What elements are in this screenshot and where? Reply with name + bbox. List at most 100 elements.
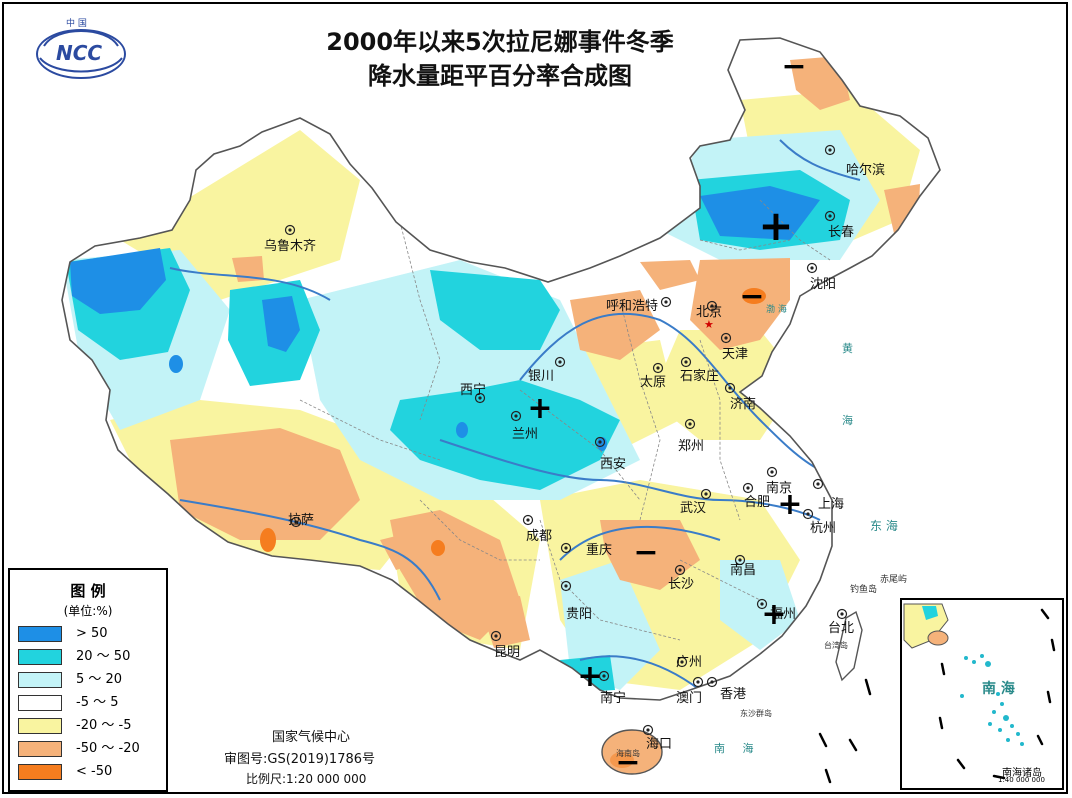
sea-label-yellow-2: 海 (842, 413, 853, 427)
legend-item: > 50 (18, 626, 164, 644)
city-marker: 银川 (528, 356, 566, 384)
city-label: 海口 (646, 737, 672, 752)
city-marker: 南宁 (598, 670, 626, 706)
city-marker: 台北 (828, 608, 854, 636)
city-label: 银川 (528, 369, 554, 384)
city-label: 澳门 (676, 690, 702, 706)
legend-item: 20 ～ 50 (18, 649, 164, 667)
city-marker: 南昌 (730, 554, 756, 578)
city-marker: 成都 (522, 514, 552, 544)
positive-anomaly-mark: + (758, 201, 793, 250)
city-label: 长沙 (668, 577, 694, 592)
positive-anomaly-mark: + (527, 391, 552, 426)
title-line-2: 降水量距平百分率合成图 (368, 62, 632, 90)
city-marker: 兰州 (510, 410, 538, 442)
city-marker: 西安 (594, 436, 626, 472)
island-diaoyu: 钓鱼岛 (850, 583, 877, 595)
city-label: 成都 (526, 529, 552, 544)
legend-label: 5 ～ 20 (76, 672, 123, 687)
legend-title: 图 例 (70, 582, 106, 600)
city-marker: 香港 (706, 676, 746, 702)
city-label: 济南 (730, 396, 756, 412)
legend-item: -20 ～ -5 (18, 718, 164, 736)
city-marker: 太原 (640, 362, 666, 390)
city-marker: 长春 (824, 210, 854, 240)
capital-star-icon: ★ (704, 318, 714, 331)
legend-swatch (18, 649, 62, 665)
city-label: 福州 (770, 607, 796, 622)
legend-swatch (18, 764, 62, 780)
city-label: 武汉 (680, 501, 706, 516)
city-marker: 武汉 (680, 488, 712, 516)
city-marker: 重庆 (560, 542, 612, 558)
legend-item: -5 ～ 5 (18, 695, 164, 713)
positive-anomaly-mark: + (577, 659, 602, 694)
sea-label-bohai: 渤 海 (766, 303, 787, 315)
city-label: 哈尔滨 (846, 162, 885, 178)
negative-anomaly-mark: − (781, 49, 806, 84)
city-label: 杭州 (810, 521, 836, 536)
island-hainan: 海南岛 (616, 748, 640, 758)
legend: 图 例 (单位:%) > 50 20 ～ 50 5 ～ 20 -5 ～ 5 -20 ～ … (8, 568, 168, 792)
credit-review-number: 审图号:GS(2019)1786号 (224, 752, 376, 767)
city-marker: 拉萨 (288, 513, 314, 528)
city-label: 南宁 (600, 690, 626, 706)
island-chiwei: 赤尾屿 (880, 574, 907, 585)
title-line-1: 2000年以来5次拉尼娜事件冬季 (326, 28, 674, 56)
city-marker: 昆明 (490, 630, 520, 660)
credit-scale: 比例尺:1:20 000 000 (246, 772, 367, 786)
positive-anomaly-mark: + (761, 597, 786, 632)
legend-swatch (18, 741, 62, 757)
city-label: 上海 (818, 497, 844, 512)
city-marker: 贵阳 (560, 580, 592, 622)
island-taiwan: 台湾岛 (824, 640, 848, 650)
city-label: 合肥 (744, 495, 770, 510)
south-sea-inset: 南 海 南海诸岛 1:40 000 000 (900, 598, 1064, 790)
city-label: 西宁 (460, 382, 486, 398)
city-label: 石家庄 (680, 368, 719, 384)
city-marker: 福州 (756, 598, 796, 622)
city-marker: 澳门 (676, 676, 704, 706)
city-marker: 呼和浩特 (606, 296, 672, 314)
island-dongsha: 东沙群岛 (740, 708, 772, 718)
logo-text-top: 中 国 (66, 17, 87, 29)
legend-item: 5 ～ 20 (18, 672, 164, 690)
legend-swatch (18, 718, 62, 734)
city-label: 天津 (722, 347, 748, 362)
city-label: 长春 (828, 225, 854, 240)
city-marker: 广州 (676, 655, 702, 670)
legend-label: 20 ～ 50 (76, 649, 131, 664)
legend-item: < -50 (18, 764, 164, 782)
city-label: 重庆 (586, 542, 612, 558)
legend-swatch (18, 626, 62, 642)
city-marker: 北京 (696, 300, 722, 320)
legend-label: > 50 (76, 626, 108, 641)
city-marker: 长沙 (668, 564, 694, 592)
legend-item: -50 ～ -20 (18, 741, 164, 759)
legend-label: -50 ～ -20 (76, 741, 140, 756)
sea-label-south-bottom: 南 海 (714, 741, 753, 755)
credit-agency: 国家气候中心 (272, 730, 351, 745)
city-marker: 哈尔滨 (824, 144, 885, 178)
negative-anomaly-mark: − (615, 745, 640, 780)
city-label: 兰州 (512, 427, 538, 442)
legend-swatch (18, 672, 62, 688)
legend-swatch (18, 695, 62, 711)
negative-anomaly-mark: − (739, 279, 764, 314)
city-label: 广州 (676, 655, 702, 670)
city-label: 西安 (600, 457, 626, 472)
inset-sea-label: 南 海 (982, 681, 1015, 697)
city-label: 呼和浩特 (606, 299, 658, 314)
city-marker: 海口 (642, 724, 672, 752)
city-label: 太原 (640, 375, 666, 390)
city-marker: 郑州 (678, 418, 704, 454)
inset-scale: 1:40 000 000 (998, 776, 1045, 784)
city-label: 乌鲁木齐 (264, 238, 316, 254)
sea-label-yellow-1: 黄 (842, 341, 853, 355)
legend-label: < -50 (76, 764, 113, 779)
city-label: 贵阳 (566, 607, 592, 622)
city-marker: 乌鲁木齐 (264, 224, 316, 254)
